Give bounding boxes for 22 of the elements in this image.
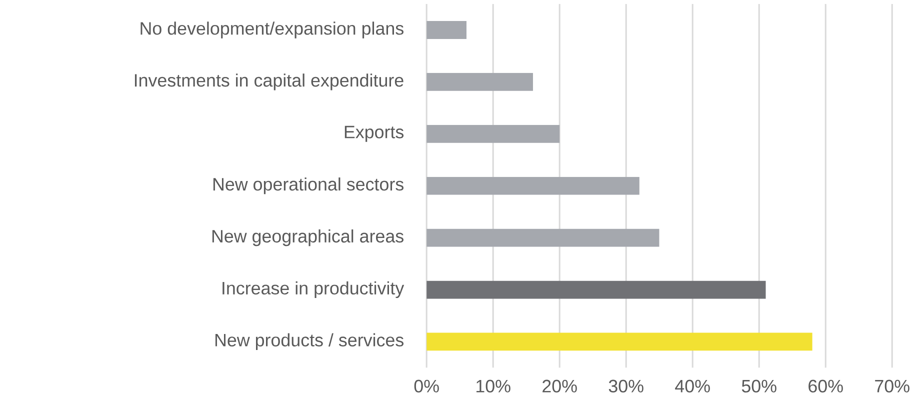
bar: [426, 125, 560, 144]
bar: [426, 280, 766, 299]
x-tick-label: 50%: [742, 380, 776, 393]
y-tick-label: Increase in productivity: [222, 282, 404, 298]
x-tick-label: 20%: [542, 380, 577, 393]
bar: [426, 21, 466, 40]
bar: [426, 332, 812, 351]
y-tick-label: New products / services: [215, 334, 404, 350]
bar: [426, 228, 660, 247]
x-tick-label: 30%: [608, 380, 644, 393]
bar: [426, 177, 640, 196]
y-tick-label: No development/expansion plans: [140, 22, 404, 39]
x-tick-label: 70%: [875, 380, 910, 393]
y-tick-label: New geographical areas: [212, 230, 404, 246]
y-tick-label: Investments in capital expenditure: [134, 74, 404, 90]
y-tick-label: Exports: [344, 126, 404, 142]
x-tick-label: 10%: [476, 380, 510, 393]
x-tick-label: 40%: [675, 380, 710, 393]
x-tick-label: 60%: [808, 380, 843, 393]
bar: [426, 73, 533, 92]
y-tick-label: New operational sectors: [213, 178, 404, 194]
x-tick-label: 0%: [414, 380, 439, 393]
